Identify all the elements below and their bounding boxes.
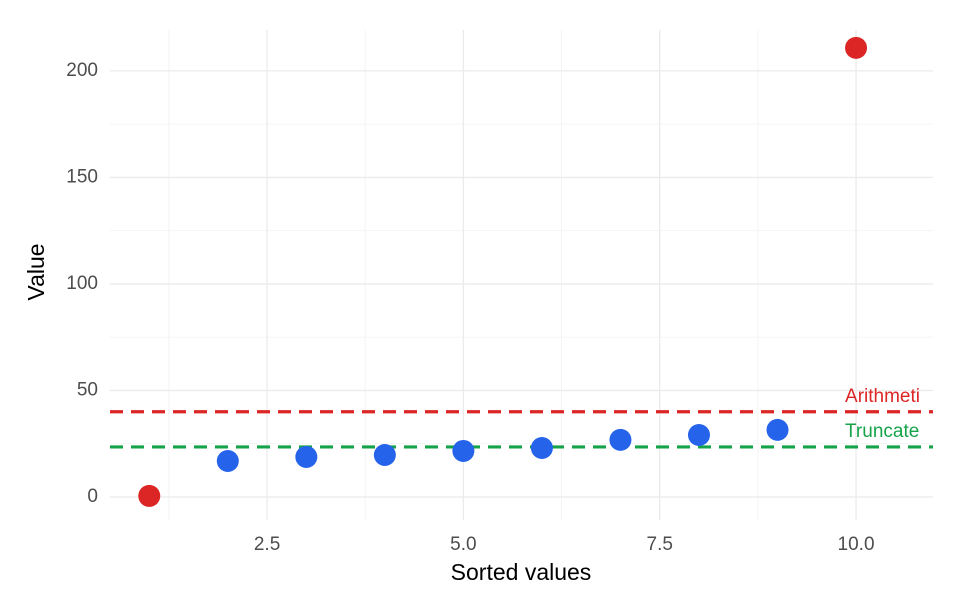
point	[216, 449, 239, 472]
x-tick-label: 7.5	[647, 534, 673, 555]
y-tick-label: 0	[87, 486, 98, 507]
point	[452, 439, 475, 462]
y-tick-label: 50	[77, 379, 98, 400]
y-tick-label: 150	[66, 166, 98, 187]
grid	[110, 30, 933, 520]
x-tick-label: 2.5	[254, 534, 280, 555]
y-axis-title: Value	[23, 243, 49, 300]
point	[687, 423, 710, 446]
y-tick-label: 100	[66, 273, 98, 294]
point	[609, 428, 632, 451]
reference-label: Arithmeti	[845, 386, 920, 407]
reference-label: Truncate	[845, 421, 919, 442]
point	[530, 436, 553, 459]
point	[845, 36, 868, 59]
point	[138, 484, 161, 507]
x-tick-label: 10.0	[838, 534, 875, 555]
x-tick-label: 5.0	[450, 534, 476, 555]
point	[373, 444, 396, 467]
point	[295, 445, 318, 468]
y-tick-label: 200	[66, 60, 98, 81]
plot-area: Arithmeti Truncate	[110, 36, 933, 507]
x-axis-title: Sorted values	[451, 559, 592, 585]
point	[766, 418, 789, 441]
